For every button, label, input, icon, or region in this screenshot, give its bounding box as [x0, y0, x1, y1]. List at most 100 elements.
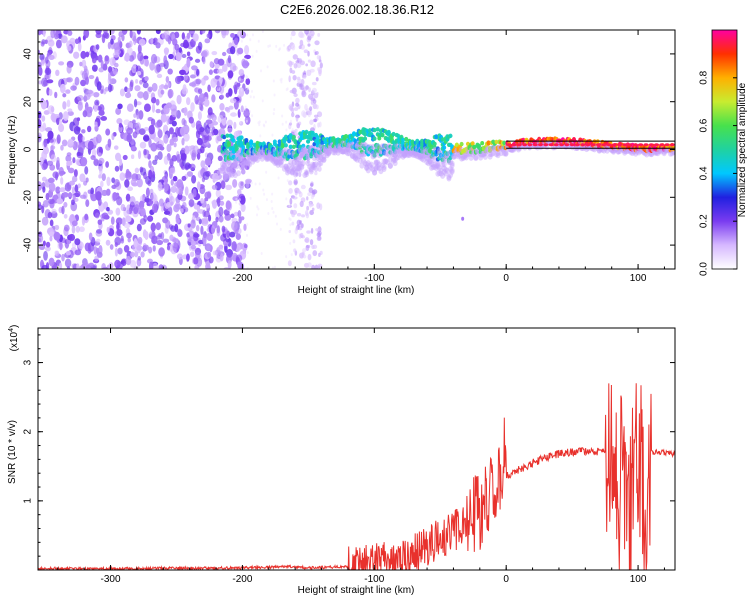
heatmap-cell: [250, 155, 256, 162]
heatmap-cell: [362, 160, 368, 167]
heatmap-cell: [318, 154, 324, 161]
heatmap-cell: [129, 81, 134, 92]
heatmap-cell: [172, 238, 179, 243]
heatmap-cell: [243, 159, 249, 166]
heatmap-cell: [339, 138, 344, 144]
heatmap-cell: [335, 146, 341, 153]
heatmap-cell: [311, 87, 317, 93]
heatmap-cell: [121, 30, 128, 35]
heatmap-cell: [166, 143, 172, 153]
heatmap-cell: [272, 159, 278, 166]
chart-title: C2E6.2026.002.18.36.R12: [280, 2, 434, 17]
heatmap-cell: [340, 148, 346, 155]
heatmap-cell: [285, 197, 288, 201]
heatmap-cell: [208, 256, 214, 264]
heatmap-cell: [377, 145, 382, 150]
heatmap-cell: [163, 84, 169, 90]
heatmap-cell: [315, 104, 319, 110]
heatmap-cell: [136, 112, 140, 120]
heatmap-cell: [243, 111, 250, 116]
heatmap-cell: [266, 154, 272, 161]
heatmap-cell: [306, 205, 310, 211]
heatmap-cell: [226, 119, 233, 127]
heatmap-cell: [307, 163, 313, 170]
heatmap-cell: [218, 206, 224, 217]
heatmap-cell: [44, 56, 49, 64]
heatmap-cell: [433, 162, 439, 169]
heatmap-cell: [285, 166, 291, 173]
heatmap-cell: [345, 150, 351, 157]
heatmap-cell: [179, 69, 186, 76]
heatmap-cell: [200, 198, 204, 204]
heatmap-cell: [272, 156, 278, 163]
heatmap-cell: [238, 78, 241, 82]
heatmap-cell: [206, 245, 211, 251]
colorbar: [711, 29, 738, 270]
heatmap-cell: [275, 44, 278, 48]
heatmap-cell: [189, 251, 195, 258]
heatmap-cell: [358, 145, 363, 150]
heatmap-cell: [74, 190, 81, 198]
heatmap-cell: [40, 99, 48, 110]
heatmap-cell: [295, 114, 299, 122]
heatmap-cell: [232, 161, 238, 168]
heatmap-cell: [239, 135, 244, 140]
heatmap-cell: [259, 134, 262, 138]
heatmap-cell: [223, 165, 229, 172]
heatmap-cell: [85, 177, 89, 183]
heatmap-cell: [278, 158, 284, 165]
heatmap-cell: [167, 68, 173, 75]
heatmap-cell: [235, 200, 238, 204]
heatmap-cell: [290, 253, 293, 257]
heatmap-cell: [85, 51, 90, 58]
heatmap-cell: [643, 143, 649, 147]
heatmap-cell: [67, 30, 73, 36]
heatmap-cell: [240, 160, 246, 167]
heatmap-cell: [211, 224, 216, 235]
heatmap-cell: [364, 164, 370, 171]
heatmap-cell: [386, 132, 391, 137]
heatmap-cell: [126, 232, 132, 239]
heatmap-cell: [42, 186, 46, 193]
heatmap-cell: [280, 144, 285, 149]
heatmap-cell: [138, 38, 146, 46]
heatmap-cell: [84, 213, 89, 221]
heatmap-cell: [297, 154, 303, 161]
heatmap-cell: [292, 74, 297, 81]
heatmap-cell: [385, 145, 390, 150]
heatmap-cell: [148, 124, 155, 135]
heatmap-cell: [381, 158, 387, 165]
heatmap-cell: [134, 38, 140, 44]
heatmap-cell: [472, 144, 477, 150]
heatmap-cell: [58, 166, 65, 177]
heatmap-cell: [511, 143, 517, 147]
heatmap-cell: [139, 141, 147, 149]
heatmap-cell: [138, 128, 146, 135]
heatmap-cell: [204, 96, 208, 101]
heatmap-cell: [316, 161, 322, 168]
heatmap-cell: [62, 111, 69, 122]
heatmap-cell: [41, 163, 48, 171]
heatmap-cell: [77, 42, 82, 52]
heatmap-cell: [220, 165, 226, 172]
heatmap-cell: [269, 44, 272, 48]
heatmap-cell: [47, 105, 55, 115]
heatmap-cell: [340, 148, 346, 155]
heatmap-cell: [277, 139, 282, 144]
heatmap-cell: [95, 238, 101, 243]
heatmap-cell: [48, 182, 56, 193]
heatmap-cell: [130, 142, 136, 151]
heatmap-cell: [441, 165, 447, 172]
heatmap-cell: [205, 124, 211, 134]
heatmap-cell: [441, 168, 447, 175]
heatmap-cell: [262, 123, 265, 127]
heatmap-cell: [48, 231, 55, 237]
heatmap-cell: [291, 221, 295, 226]
heatmap-cell: [80, 156, 88, 167]
heatmap-cell: [238, 198, 241, 202]
heatmap-cell: [383, 150, 389, 157]
heatmap-cell: [283, 164, 289, 171]
heatmap-cell: [210, 78, 217, 88]
heatmap-cell: [222, 51, 227, 57]
heatmap-cell: [122, 154, 128, 160]
